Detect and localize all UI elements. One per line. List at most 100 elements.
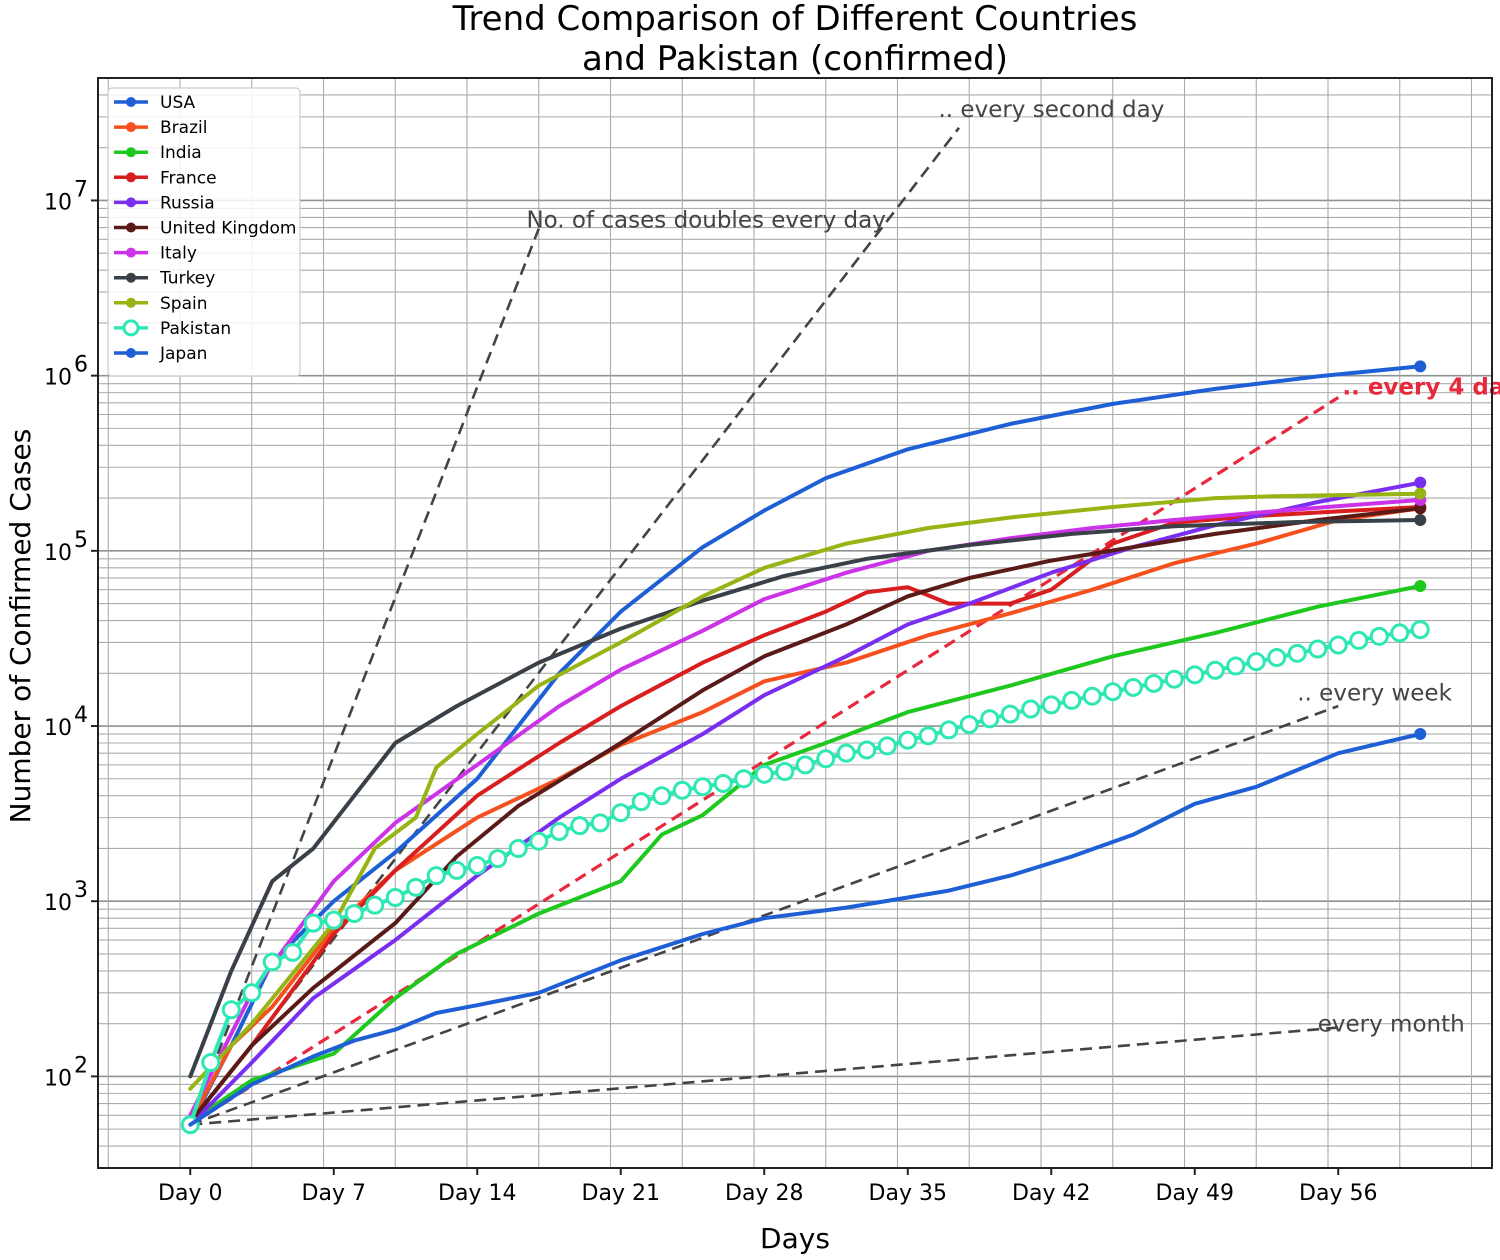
legend-entry: Italy [114, 244, 197, 264]
series-point [1410, 620, 1430, 640]
legend-entry: Japan [114, 344, 207, 364]
series-line [188, 506, 1423, 1124]
legend-entry: Turkey [114, 269, 215, 289]
series-point [201, 1053, 221, 1073]
series-spain [188, 487, 1427, 1091]
series-end-point [1414, 579, 1427, 592]
series-italy [188, 494, 1427, 1118]
series-point [1205, 660, 1225, 680]
series-end-point [1414, 360, 1427, 373]
series-point [1041, 695, 1061, 715]
legend-label: United Kingdom [160, 219, 296, 239]
series-point [1328, 635, 1348, 655]
series-point [570, 816, 590, 836]
legend-marker [126, 247, 136, 258]
legend-label: Spain [160, 294, 208, 314]
series-point [857, 740, 877, 760]
legend-marker [126, 172, 136, 183]
series-point [1144, 673, 1164, 693]
plot-frame [97, 77, 1493, 1169]
legend-label: Japan [159, 344, 207, 364]
series-point [1185, 665, 1205, 685]
series-point [1308, 639, 1328, 659]
series-point [1062, 690, 1082, 710]
y-tick-label: 10 [44, 190, 72, 215]
series-united-kingdom [188, 502, 1427, 1124]
series-point [447, 860, 467, 880]
legend-entry: France [114, 168, 217, 188]
series-point [242, 983, 262, 1003]
series-point [283, 942, 303, 962]
y-tick-exponent: 2 [74, 1053, 88, 1078]
series-point [775, 762, 795, 782]
series-point [1390, 623, 1410, 643]
series-point [303, 913, 323, 933]
series-end-point [1414, 513, 1427, 526]
legend-entry: Pakistan [114, 319, 231, 339]
legend-label: Pakistan [160, 319, 231, 339]
legend-label: India [160, 143, 202, 163]
series-line [188, 506, 1423, 1124]
series-point [467, 855, 487, 875]
series-point [1226, 656, 1246, 676]
x-tick-label: Day 0 [158, 1181, 222, 1206]
series-point [980, 709, 1000, 729]
legend-entry: United Kingdom [114, 219, 296, 239]
legend-marker [126, 147, 136, 158]
legend-entry: USA [114, 93, 196, 113]
x-axis-ticks: Day 0 Day 7 Day 14 Day 21 Day 28 Day 35 Day 42… [158, 1168, 1377, 1206]
y-tick-exponent: 3 [74, 878, 88, 903]
data-series [180, 360, 1430, 1135]
legend-entry: Brazil [114, 118, 207, 138]
series-point [1082, 686, 1102, 706]
x-tick-label: Day 28 [725, 1181, 803, 1206]
series-point [631, 792, 651, 812]
reference-line-5 [190, 1026, 1339, 1126]
series-line [188, 732, 1423, 1127]
series-point [672, 780, 692, 800]
series-point [488, 849, 508, 869]
y-tick-label: 10 [44, 541, 72, 566]
series-point [959, 715, 979, 735]
series-line [188, 491, 1423, 1091]
chart-title-line1: Trend Comparison of Different Countries [452, 0, 1138, 39]
series-point [1349, 630, 1369, 650]
legend-label: Italy [160, 244, 197, 264]
series-point [1369, 626, 1389, 646]
series-line [188, 505, 1423, 1124]
x-tick-label: Day 35 [869, 1181, 947, 1206]
reference-line-label-3: .. every 4 days [1342, 375, 1500, 401]
series-point [918, 726, 938, 746]
legend-marker [122, 319, 140, 337]
series-turkey [188, 513, 1427, 1079]
series-point [508, 838, 528, 858]
legend-marker [126, 197, 136, 208]
series-point [734, 769, 754, 789]
series-point [426, 866, 446, 886]
legend-entry: India [114, 143, 202, 163]
series-india [188, 579, 1427, 1124]
series-point [1287, 643, 1307, 663]
series-point [1103, 682, 1123, 702]
series-point [324, 910, 344, 930]
series-point [611, 803, 631, 823]
legend-marker [126, 348, 136, 358]
legend-marker [126, 297, 136, 308]
y-tick-label: 10 [44, 891, 72, 916]
reference-lines: No. of cases doubles every day .. every s… [189, 97, 1500, 1127]
series-point [1123, 677, 1143, 697]
series-russia [188, 476, 1427, 1127]
legend-box [107, 87, 301, 377]
series-point [221, 1000, 241, 1020]
chart-title-line2: and Pakistan (confirmed) [582, 39, 1008, 79]
legend-label: Brazil [160, 118, 207, 138]
x-axis-label: Days [760, 1222, 830, 1255]
series-point [816, 749, 836, 769]
legend: USA Brazil India France Russia United Kingdom… [107, 87, 301, 377]
reference-line-2 [189, 126, 961, 1126]
series-point [344, 904, 364, 924]
series-point [406, 877, 426, 897]
series-line [188, 627, 1423, 1127]
